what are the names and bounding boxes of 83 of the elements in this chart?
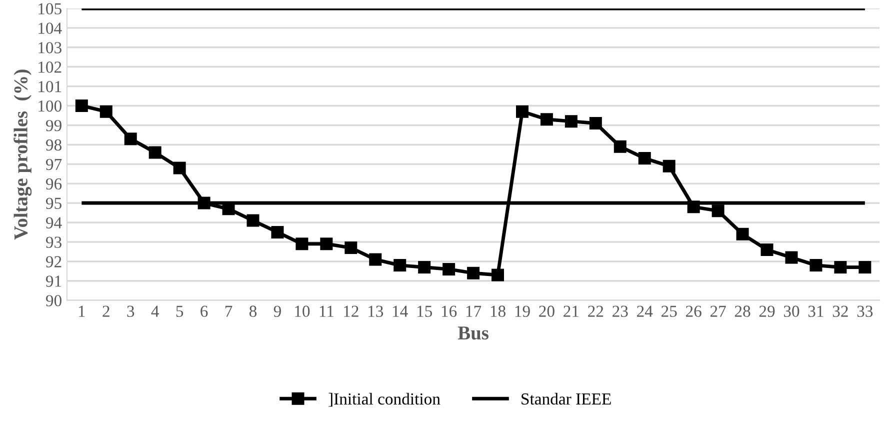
- x-tick-label: 9: [274, 306, 281, 317]
- x-tick-label: 14: [392, 306, 408, 317]
- point: [148, 146, 162, 159]
- x-tick-label: 32: [832, 306, 848, 317]
- x-tick-label: 13: [368, 306, 384, 317]
- point: [271, 226, 284, 238]
- x-tick-label: 12: [344, 306, 358, 317]
- y-tick-label: 100: [38, 100, 62, 112]
- point: [736, 228, 749, 240]
- x-axis-title: Bus: [458, 326, 488, 340]
- point: [834, 261, 847, 274]
- y-tick-label: 98: [46, 139, 62, 151]
- point: [712, 204, 724, 218]
- y-tick-label: 90: [46, 295, 62, 306]
- x-tick-label: 25: [662, 306, 677, 317]
- point: [614, 140, 626, 153]
- point: [589, 117, 602, 130]
- x-tick-label: 19: [515, 306, 530, 317]
- x-tick-label: 11: [320, 306, 334, 317]
- point: [246, 214, 260, 227]
- x-tick-label: 30: [784, 306, 800, 317]
- point: [564, 115, 578, 128]
- point: [662, 160, 676, 172]
- point: [760, 243, 774, 256]
- y-tick-label: 91: [46, 276, 62, 287]
- y-tick-label: 93: [46, 236, 62, 248]
- point: [785, 251, 798, 264]
- point: [75, 100, 88, 112]
- y-tick-label: 101: [38, 80, 62, 92]
- y-tick-label: 99: [46, 120, 62, 132]
- x-tick-label: 3: [127, 306, 134, 317]
- x-tick-label: 31: [808, 306, 824, 317]
- x-tick-label: 8: [249, 306, 257, 317]
- point: [100, 105, 112, 118]
- y-axis-title: Voltage profiles (%): [14, 70, 32, 240]
- x-tick-label: 2: [102, 306, 110, 317]
- y-tick-label: 102: [38, 62, 62, 73]
- point: [442, 262, 456, 276]
- y-tick-label: 95: [46, 198, 62, 209]
- x-tick-label: 5: [176, 306, 184, 317]
- x-tick-label: 28: [734, 306, 750, 317]
- y-tick-label: 104: [38, 22, 62, 34]
- point: [858, 261, 872, 274]
- x-tick-label: 6: [200, 306, 208, 317]
- x-tick-label: 7: [225, 306, 232, 317]
- x-tick-label: 4: [151, 306, 159, 317]
- x-tick-label: 10: [295, 306, 310, 317]
- x-tick-label: 18: [490, 306, 506, 317]
- point: [638, 152, 651, 165]
- y-tick-label: 105: [38, 3, 62, 14]
- x-tick-label: 26: [686, 306, 702, 317]
- point: [810, 259, 822, 272]
- point: [492, 268, 504, 282]
- point: [467, 266, 480, 280]
- legend-label: Standar IEEE: [522, 392, 611, 405]
- point: [320, 238, 333, 250]
- y-tick-label: 103: [38, 42, 62, 54]
- x-tick-label: 27: [710, 306, 726, 317]
- x-tick-label: 15: [417, 306, 432, 317]
- x-tick-label: 23: [612, 306, 628, 317]
- point: [516, 105, 528, 118]
- point: [418, 261, 431, 274]
- x-tick-label: 20: [539, 306, 554, 317]
- point: [173, 162, 186, 174]
- x-tick-label: 17: [466, 306, 482, 317]
- point: [369, 253, 382, 266]
- y-tick-label: 97: [46, 158, 62, 170]
- point: [540, 113, 553, 126]
- y-tick-label: 96: [46, 178, 62, 190]
- point: [296, 238, 308, 250]
- x-tick-label: 21: [564, 306, 579, 317]
- y-tick-label: 94: [46, 217, 62, 228]
- x-tick-label: 29: [759, 306, 775, 317]
- x-tick-label: 1: [78, 306, 85, 317]
- x-tick-label: 33: [857, 306, 873, 317]
- point: [124, 132, 137, 146]
- point: [394, 259, 406, 272]
- point: [344, 242, 358, 254]
- y-tick-label: 92: [46, 256, 62, 268]
- x-tick-label: 24: [637, 306, 653, 317]
- x-tick-label: 22: [588, 306, 604, 317]
- x-tick-label: 16: [442, 306, 457, 317]
- legend-label: ]Initial condition: [328, 392, 440, 407]
